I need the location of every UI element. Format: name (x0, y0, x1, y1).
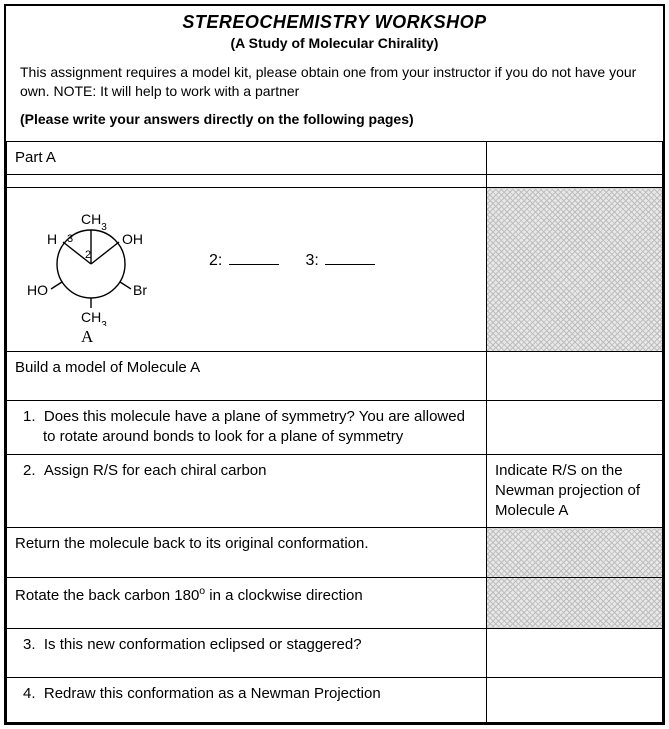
diagram-cell: CH3 3 H OH 2 HO Br CH3 2: 3: (7, 188, 487, 352)
label-num2: 2 (85, 249, 91, 261)
q2-right: Indicate R/S on the Newman projection of… (487, 454, 663, 528)
molecule-a-label: A (81, 326, 478, 349)
fill-blanks: 2: 3: (209, 250, 375, 272)
label-oh: OH (122, 231, 143, 247)
q3-cell: 3. Is this new conformation eclipsed or … (7, 628, 487, 677)
q4-right (487, 678, 663, 723)
page-title: STEREOCHEMISTRY WORKSHOP (16, 12, 653, 33)
q1-right (487, 401, 663, 455)
label-ho: HO (27, 282, 48, 298)
rotate-right-shaded (487, 577, 663, 628)
q4-text: Redraw this conformation as a Newman Pro… (44, 685, 381, 702)
worksheet-page: STEREOCHEMISTRY WORKSHOP (A Study of Mol… (4, 4, 665, 725)
q2-text: Assign R/S for each chiral carbon (44, 462, 267, 479)
newman-projection-diagram: CH3 3 H OH 2 HO Br CH3 (19, 196, 169, 326)
q4-num: 4. (23, 685, 36, 702)
blank-3-line[interactable] (325, 251, 375, 265)
label-top: CH3 (81, 211, 107, 233)
q2-row: 2. Assign R/S for each chiral carbon Ind… (7, 454, 663, 528)
part-a-right (487, 141, 663, 174)
build-right (487, 351, 663, 400)
q2-num: 2. (23, 462, 36, 479)
rotate-row: Rotate the back carbon 180o in a clockwi… (7, 577, 663, 628)
build-row: Build a model of Molecule A (7, 351, 663, 400)
label-br: Br (133, 282, 147, 298)
q4-row: 4. Redraw this conformation as a Newman … (7, 678, 663, 723)
header: STEREOCHEMISTRY WORKSHOP (A Study of Mol… (6, 6, 663, 55)
q3-text: Is this new conformation eclipsed or sta… (44, 636, 362, 653)
spacer-left (7, 175, 487, 188)
blank-2-line[interactable] (229, 251, 279, 265)
q1-num: 1. (23, 408, 36, 425)
rotate-text-a: Rotate the back carbon 180 (15, 587, 199, 604)
rotate-text: Rotate the back carbon 180o in a clockwi… (7, 577, 487, 628)
label-bottom: CH3 (81, 309, 107, 326)
newman-wrap: CH3 3 H OH 2 HO Br CH3 2: 3: (19, 196, 478, 326)
label-h: H (47, 231, 57, 247)
q4-cell: 4. Redraw this conformation as a Newman … (7, 678, 487, 723)
q1-text: Does this molecule have a plane of symme… (43, 408, 465, 445)
q3-right (487, 628, 663, 677)
q2-cell: 2. Assign R/S for each chiral carbon (7, 454, 487, 528)
q1-cell: 1. Does this molecule have a plane of sy… (7, 401, 487, 455)
part-a-label: Part A (7, 141, 487, 174)
spacer-right (487, 175, 663, 188)
instruction-text: (Please write your answers directly on t… (6, 105, 663, 141)
q3-row: 3. Is this new conformation eclipsed or … (7, 628, 663, 677)
return-row: Return the molecule back to its original… (7, 528, 663, 577)
diagram-right-shaded (487, 188, 663, 352)
intro-text: This assignment requires a model kit, pl… (6, 55, 663, 105)
page-subtitle: (A Study of Molecular Chirality) (16, 35, 653, 51)
part-a-row: Part A (7, 141, 663, 174)
diagram-row: CH3 3 H OH 2 HO Br CH3 2: 3: (7, 188, 663, 352)
rotate-text-b: in a clockwise direction (205, 587, 363, 604)
spacer-row (7, 175, 663, 188)
build-text: Build a model of Molecule A (7, 351, 487, 400)
label-num3: 3 (67, 233, 73, 245)
worksheet-table: Part A (6, 141, 663, 724)
return-text: Return the molecule back to its original… (7, 528, 487, 577)
q3-num: 3. (23, 636, 36, 653)
blank-3-label: 3: (305, 252, 318, 269)
blank-2-label: 2: (209, 252, 222, 269)
return-right-shaded (487, 528, 663, 577)
q1-row: 1. Does this molecule have a plane of sy… (7, 401, 663, 455)
